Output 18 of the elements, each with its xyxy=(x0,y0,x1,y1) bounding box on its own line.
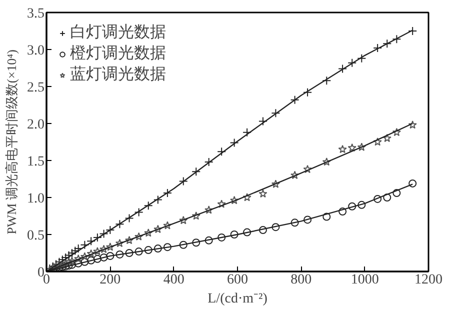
x-tick-label: 1000 xyxy=(350,272,379,288)
x-tick-label: 800 xyxy=(290,272,312,288)
x-tick-label: 600 xyxy=(227,272,248,288)
y-tick-label: 1.0 xyxy=(27,192,44,206)
y-tick-label: 3.5 xyxy=(27,6,44,22)
y-tick-label: 1.5 xyxy=(27,154,44,170)
legend-label: 橙灯调光数据 xyxy=(70,44,166,64)
x-tick-label: 400 xyxy=(163,272,184,288)
x-axis-title: L/(cd·m⁻²) xyxy=(208,292,268,306)
legend-label: 蓝灯调光数据 xyxy=(70,64,166,85)
y-axis-title: PWM 调光高电平时间级数(×10⁴) xyxy=(4,50,19,234)
y-tick-label: 2.5 xyxy=(27,80,44,96)
legend-label: 白灯调光数据 xyxy=(70,22,166,43)
y-tick-label: 3.0 xyxy=(27,44,44,58)
y-tick-label: 2.0 xyxy=(27,118,44,132)
x-tick-label: 200 xyxy=(100,272,121,288)
x-tick-label: 1200 xyxy=(414,272,442,288)
y-tick-label: 0.5 xyxy=(27,228,44,244)
